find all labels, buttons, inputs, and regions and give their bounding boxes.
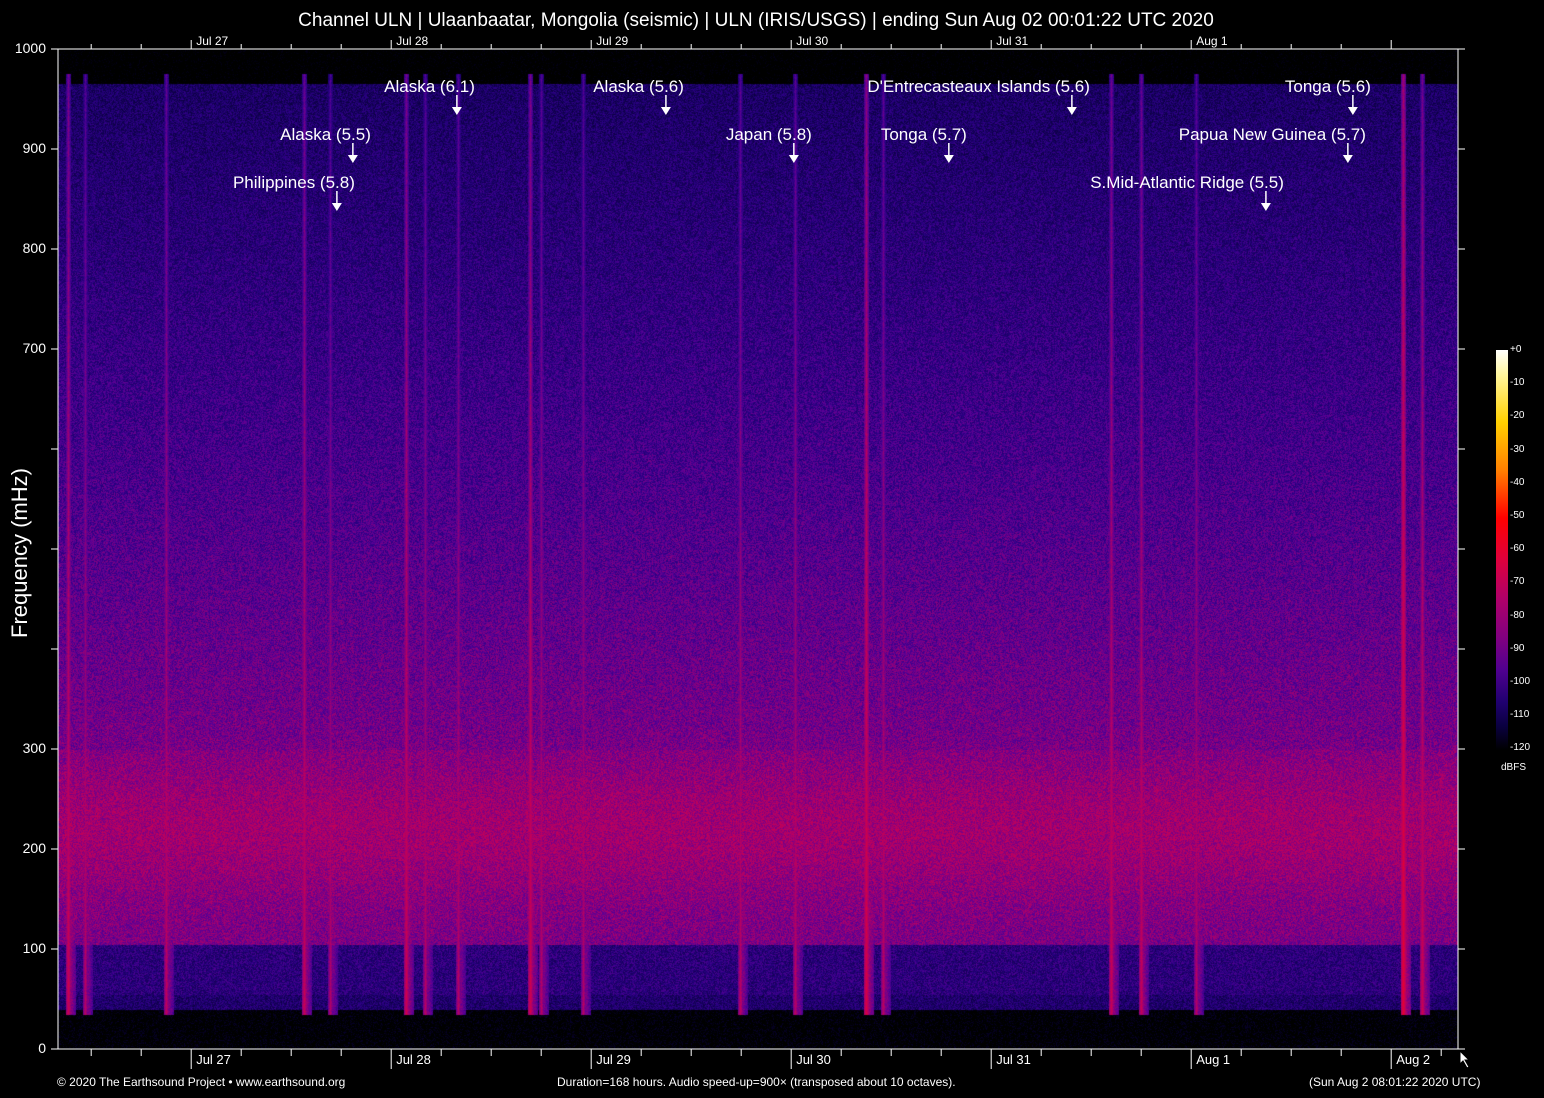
x-tick-label: Aug 2 xyxy=(1396,1052,1430,1067)
colorbar-tick-label: -50 xyxy=(1510,510,1524,521)
y-tick-label: 800 xyxy=(23,240,46,256)
colorbar xyxy=(1496,350,1508,750)
x-tick-label-top: Jul 30 xyxy=(796,34,828,48)
x-tick-label: Jul 30 xyxy=(796,1052,831,1067)
colorbar-tick-label: -110 xyxy=(1510,709,1529,720)
y-tick-label: 900 xyxy=(23,140,46,156)
event-label: D'Entrecasteaux Islands (5.6) xyxy=(867,77,1089,97)
x-tick-label-top: Jul 29 xyxy=(596,34,628,48)
event-arrowhead xyxy=(1348,107,1358,115)
colorbar-tick-label: -80 xyxy=(1510,610,1524,621)
colorbar-tick-label: +0 xyxy=(1510,344,1521,355)
colorbar-tick-label: -20 xyxy=(1510,410,1524,421)
event-label: Tonga (5.6) xyxy=(1285,77,1371,97)
y-tick-label: 300 xyxy=(23,740,46,756)
plot-frame xyxy=(58,49,1458,1049)
colorbar-label: dBFS xyxy=(1501,762,1526,773)
y-tick-label: 0 xyxy=(38,1040,46,1056)
y-tick-label: 700 xyxy=(23,340,46,356)
event-arrowhead xyxy=(1067,107,1077,115)
x-tick-label-top: Jul 31 xyxy=(996,34,1028,48)
x-tick-label: Jul 31 xyxy=(996,1052,1031,1067)
axes xyxy=(0,0,1544,1098)
event-label: Japan (5.8) xyxy=(726,125,812,145)
generated-time-text: (Sun Aug 2 08:01:22 2020 UTC) xyxy=(1309,1075,1480,1089)
event-label: Alaska (5.5) xyxy=(280,125,371,145)
colorbar-tick-label: -60 xyxy=(1510,543,1524,554)
event-label: Tonga (5.7) xyxy=(881,125,967,145)
event-label: Philippines (5.8) xyxy=(233,173,355,193)
colorbar-tick-label: -100 xyxy=(1510,676,1530,687)
colorbar-tick-label: -90 xyxy=(1510,643,1524,654)
y-tick-label: 100 xyxy=(23,940,46,956)
event-arrowhead xyxy=(332,203,342,211)
duration-text: Duration=168 hours. Audio speed-up=900× … xyxy=(557,1075,956,1089)
event-arrowhead xyxy=(1261,203,1271,211)
mouse-cursor-icon xyxy=(1460,1051,1469,1068)
event-label: Alaska (5.6) xyxy=(593,77,684,97)
colorbar-tick-label: -30 xyxy=(1510,444,1524,455)
y-tick-label: 200 xyxy=(23,840,46,856)
x-tick-label: Jul 29 xyxy=(596,1052,631,1067)
colorbar-tick-label: -70 xyxy=(1510,576,1524,587)
colorbar-tick-label: -120 xyxy=(1510,742,1530,753)
x-tick-label: Jul 28 xyxy=(396,1052,431,1067)
x-tick-label-top: Aug 1 xyxy=(1196,34,1227,48)
event-label: S.Mid-Atlantic Ridge (5.5) xyxy=(1090,173,1284,193)
event-arrowhead xyxy=(661,107,671,115)
event-label: Alaska (6.1) xyxy=(384,77,475,97)
colorbar-tick-label: -40 xyxy=(1510,477,1524,488)
event-label: Papua New Guinea (5.7) xyxy=(1179,125,1366,145)
event-arrowhead xyxy=(944,155,954,163)
y-tick-label: 1000 xyxy=(15,40,46,56)
event-arrowhead xyxy=(452,107,462,115)
x-tick-label-top: Jul 28 xyxy=(396,34,428,48)
colorbar-tick-label: -10 xyxy=(1510,377,1524,388)
x-tick-label-top: Jul 27 xyxy=(196,34,228,48)
x-tick-label: Jul 27 xyxy=(196,1052,231,1067)
event-arrowhead xyxy=(1343,155,1353,163)
copyright-text: © 2020 The Earthsound Project • www.eart… xyxy=(57,1075,345,1089)
x-tick-label: Aug 1 xyxy=(1196,1052,1230,1067)
event-arrowhead xyxy=(348,155,358,163)
event-arrowhead xyxy=(789,155,799,163)
